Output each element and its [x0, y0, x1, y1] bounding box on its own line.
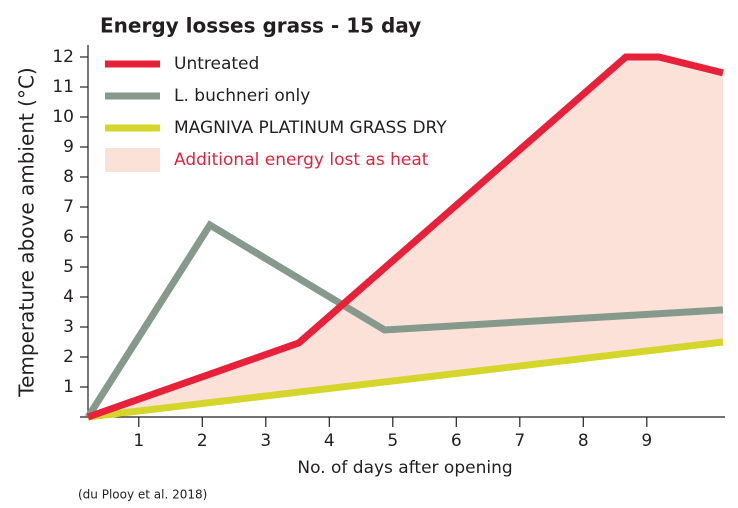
- x-tick-label: 8: [578, 431, 589, 451]
- y-tick-label: 7: [63, 197, 74, 217]
- x-tick-label: 3: [260, 431, 271, 451]
- legend-label: MAGNIVA PLATINUM GRASS DRY: [174, 118, 447, 138]
- y-tick-label: 10: [52, 107, 74, 127]
- legend-label: Untreated: [174, 54, 259, 74]
- y-tick-label: 5: [63, 257, 74, 277]
- x-tick-label: 4: [324, 431, 335, 451]
- line: [85, 220, 724, 419]
- source: (du Plooy et al. 2018): [78, 488, 207, 502]
- y-tick-label: 1: [63, 377, 74, 397]
- y-tick-label: 3: [63, 317, 74, 337]
- x-tick-label: 6: [451, 431, 462, 451]
- x-tick-label: 1: [133, 431, 144, 451]
- y-tick-label: 11: [52, 77, 74, 97]
- y-tick-label: 12: [52, 47, 74, 67]
- line: [86, 53, 724, 421]
- x-tick-label: 7: [514, 431, 525, 451]
- x-tick-label: 2: [197, 431, 208, 451]
- x-axis-label: No. of days after opening: [297, 458, 512, 478]
- line: [87, 338, 724, 421]
- y-tick-label: 8: [63, 167, 74, 187]
- x-tick-label: 5: [387, 431, 398, 451]
- y-axis-label: Temperature above ambient (°C): [15, 67, 39, 397]
- chart-title: Energy losses grass - 15 day: [100, 14, 421, 38]
- fill-area: [88, 57, 723, 417]
- legend-label: Additional energy lost as heat: [174, 150, 429, 170]
- legend-label: L. buchneri only: [174, 86, 310, 106]
- legend-swatch: [105, 148, 160, 172]
- y-tick-label: 4: [63, 287, 74, 307]
- y-tick-label: 9: [63, 137, 74, 157]
- y-tick-label: 6: [63, 227, 74, 247]
- x-tick-label: 9: [641, 431, 652, 451]
- y-tick-label: 2: [63, 347, 74, 367]
